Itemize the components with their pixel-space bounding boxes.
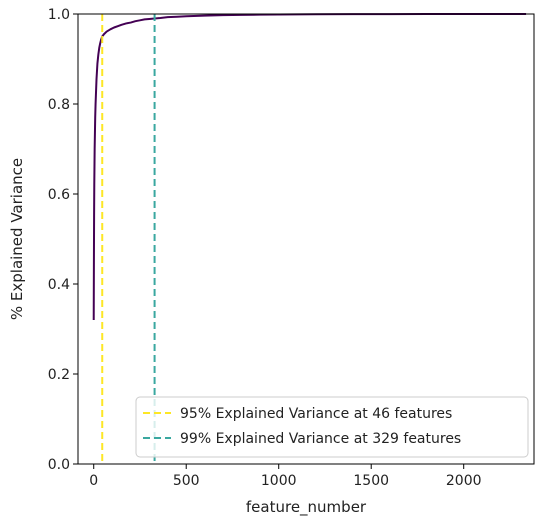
y-tick-label: 0.0 <box>48 457 70 473</box>
x-tick-label: 2000 <box>446 473 482 489</box>
y-axis-label: % Explained Variance <box>8 158 26 320</box>
x-tick-label: 500 <box>173 473 200 489</box>
legend-box <box>135 396 529 458</box>
axes-frame <box>77 13 535 465</box>
x-tick-label: 1000 <box>261 473 297 489</box>
y-tick-label: 0.2 <box>48 367 70 383</box>
x-axis-label: feature_number <box>246 498 367 517</box>
tick-layer: 0 500 1000 1500 2000 0.0 0.2 0.4 0.6 0.8 1.0 <box>48 7 482 489</box>
x-tick-label: 0 <box>89 473 98 489</box>
legend-label-95: 95% Explained Variance at 46 features <box>180 406 452 422</box>
y-tick-label: 1.0 <box>48 7 70 23</box>
legend-label-99: 99% Explained Variance at 329 features <box>180 431 461 447</box>
y-tick-label: 0.8 <box>48 97 70 113</box>
y-tick-label: 0.6 <box>48 187 70 203</box>
legend: 95% Explained Variance at 46 features 99… <box>135 396 529 458</box>
y-tick-label: 0.4 <box>48 277 70 293</box>
x-tick-label: 1500 <box>353 473 389 489</box>
